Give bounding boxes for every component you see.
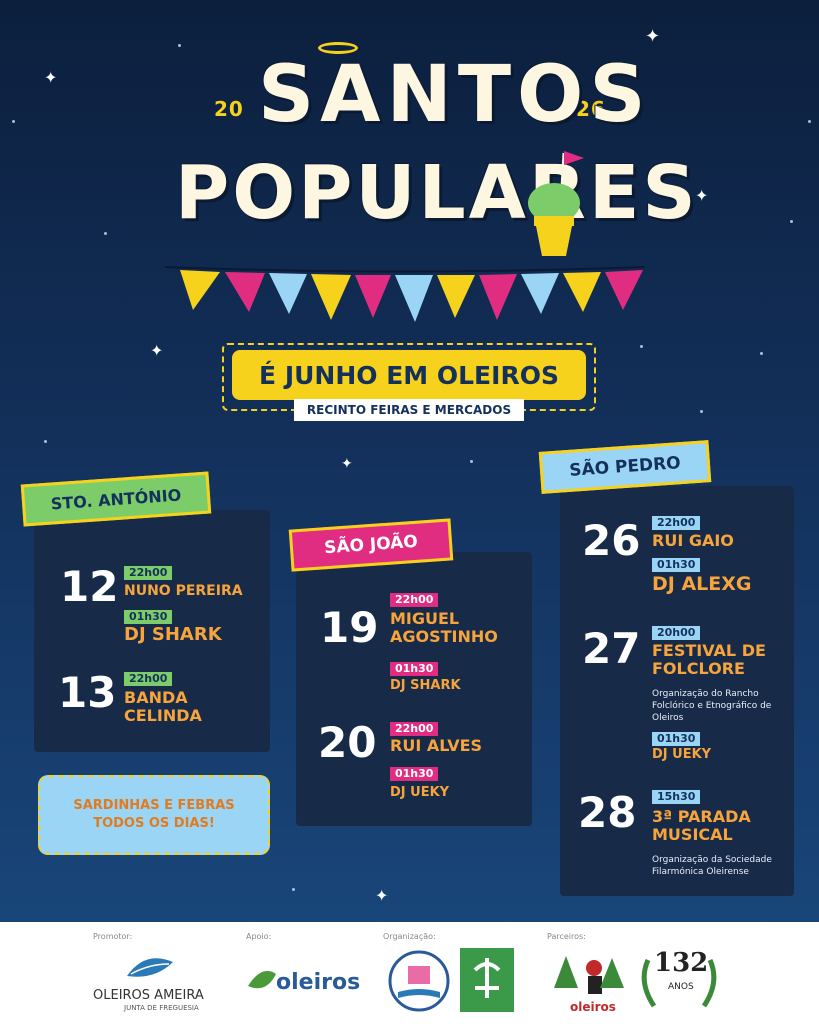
day-number: 27 <box>582 624 641 673</box>
star-dot <box>640 345 643 348</box>
star-dot <box>12 120 15 123</box>
laurel-wreath-icon <box>641 958 717 1008</box>
sardinhas-banner: SARDINHAS E FEBRAS TODOS OS DIAS! <box>38 775 270 855</box>
day-number: 28 <box>578 788 637 837</box>
organizacao-label: Organização: <box>383 932 436 941</box>
day-number: 26 <box>582 516 641 565</box>
promotor-name: OLEIROS AMEIRA <box>93 988 204 1003</box>
time-badge: 01h30 <box>390 662 439 676</box>
day-number: 20 <box>318 718 377 767</box>
act-name: DJ SHARK <box>124 624 222 645</box>
apoio-label: Apoio: <box>246 932 272 941</box>
month-banner: É JUNHO EM OLEIROS <box>232 350 586 400</box>
oleiros-logo-icon <box>248 970 276 989</box>
leaf-logo-icon <box>127 958 173 977</box>
star-dot <box>700 410 703 413</box>
time-badge: 01h30 <box>652 558 701 572</box>
title-line-2: POPULARES <box>175 150 699 236</box>
venue-label: RECINTO FEIRAS E MERCADOS <box>294 399 524 421</box>
act-name: DJ UEKY <box>652 747 712 762</box>
time-badge: 01h30 <box>652 732 701 746</box>
promotor-label: Promotor: <box>93 932 133 941</box>
act-name: DJ SHARK <box>390 678 461 693</box>
star-dot <box>470 460 473 463</box>
apoio-name: oleiros <box>276 970 361 995</box>
star-icon: ✦ <box>645 26 661 47</box>
rancho-logo-icon <box>554 956 624 994</box>
ice-cream-icon <box>528 151 584 256</box>
star-dot <box>44 440 47 443</box>
parceiros-label: Parceiros: <box>547 932 586 941</box>
filarmonica-seal-icon <box>388 950 450 1012</box>
star-dot <box>178 44 181 47</box>
act-name: MIGUEL AGOSTINHO <box>390 609 498 647</box>
time-badge: 15h30 <box>652 790 701 804</box>
time-badge: 22h00 <box>652 516 701 530</box>
footer: Promotor: OLEIROS AMEIRA JUNTA DE FREGUE… <box>0 922 819 1024</box>
sardinhas-line-1: SARDINHAS E FEBRAS <box>73 797 235 813</box>
star-dot <box>760 352 763 355</box>
day-number: 12 <box>60 562 119 611</box>
act-name: FESTIVAL DE FOLCLORE <box>652 641 766 679</box>
act-name: RUI ALVES <box>390 736 483 755</box>
star-icon: ✦ <box>150 341 164 360</box>
star-icon: ✦ <box>44 68 58 87</box>
scouts-logo-icon <box>460 948 514 1012</box>
time-badge: 20h00 <box>652 626 701 640</box>
star-icon: ✦ <box>341 456 353 472</box>
act-name: NUNO PEREIRA <box>124 583 243 599</box>
act-name: DJ UEKY <box>390 785 450 800</box>
star-dot <box>104 232 107 235</box>
star-dot <box>808 120 811 123</box>
panel-sao-pedro <box>560 486 794 896</box>
sardinhas-line-2: TODOS OS DIAS! <box>93 816 215 831</box>
panel-santo-antonio <box>34 510 270 752</box>
halo-icon <box>318 42 358 54</box>
bunting-flags <box>165 266 645 322</box>
event-note: Organização do Rancho Folclórico e Etnog… <box>652 689 772 724</box>
year-left: 20 <box>214 97 244 121</box>
title-line-1: SANTOS <box>258 50 652 140</box>
parceiro2-sub: ANOS <box>668 982 694 992</box>
act-name: BANDA CELINDA <box>124 688 202 726</box>
time-badge: 22h00 <box>390 593 439 607</box>
promotor-sub: JUNTA DE FREGUESIA <box>124 1004 199 1012</box>
event-note: Organização da Sociedade Filarmónica Ole… <box>652 855 772 878</box>
day-number: 19 <box>320 603 379 652</box>
time-badge: 22h00 <box>124 672 173 686</box>
time-badge: 22h00 <box>124 566 173 580</box>
time-badge: 22h00 <box>390 722 439 736</box>
act-name: RUI GAIO <box>652 531 734 550</box>
time-badge: 01h30 <box>390 767 439 781</box>
year-right: 26 <box>576 97 606 121</box>
star-dot <box>790 220 793 223</box>
star-icon: ✦ <box>375 886 389 905</box>
act-name: 3ª PARADA MUSICAL <box>652 807 751 845</box>
star-icon: ✦ <box>695 186 709 205</box>
star-dot <box>292 888 295 891</box>
parceiro2-number: 132 <box>654 948 709 978</box>
day-number: 13 <box>58 668 117 717</box>
parceiro1-name: oleiros <box>570 1000 616 1014</box>
time-badge: 01h30 <box>124 610 173 624</box>
act-name: DJ ALEXG <box>652 573 752 595</box>
